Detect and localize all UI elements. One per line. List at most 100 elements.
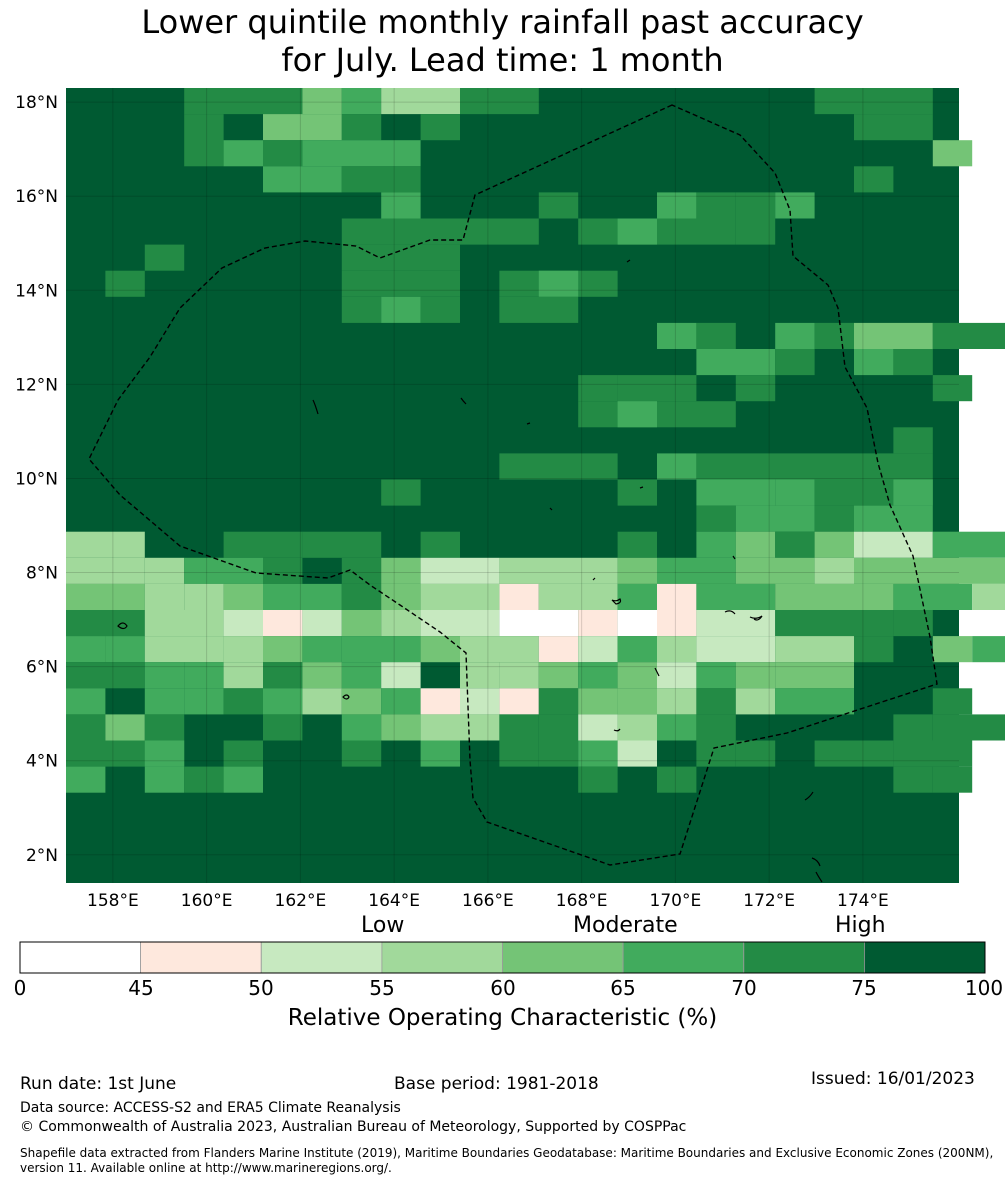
grid-cell [775,531,815,558]
grid-cell [223,140,263,167]
grid-cell [144,583,185,610]
grid-cell [775,636,854,663]
grid-cell [696,479,776,506]
lat-tick-label: 10°N [15,469,58,489]
grid-cell [696,322,736,349]
grid-cell [184,688,224,715]
grid-cell [735,375,776,402]
grid-cell [893,740,973,767]
colorbar-segment [864,941,986,974]
grid-cell [263,531,303,558]
grid-cell [657,766,697,793]
grid-cell [381,192,421,219]
grid-cell [538,688,579,715]
grid-cell [932,140,973,167]
grid-cell [381,479,421,506]
colorbar-frame [19,941,986,974]
grid-cell [657,610,697,637]
grid-cell [184,662,224,689]
grid-cell [144,636,224,663]
grid-cell [263,583,342,610]
map-title-line2: for July. Lead time: 1 month [281,41,724,79]
grid-cell [66,714,106,741]
grid-cell [144,740,185,767]
grid-cell [893,479,933,506]
grid-cell [578,662,618,689]
grid-cell [499,688,539,715]
lon-tick-label: 172°E [743,891,795,911]
grid-cell [184,766,224,793]
grid-cell [302,662,342,689]
grid-cell [144,766,185,793]
grid-cell [66,766,106,793]
grid-cell [144,557,185,584]
colorbar [19,941,986,974]
grid-cell [66,583,145,610]
grid-cell [775,479,815,506]
grid-cell [735,688,776,715]
lat-tick-label: 4°N [26,752,58,772]
level-low: Low [361,913,405,938]
grid-cell [223,583,263,610]
grid-cell [538,192,579,219]
grid-cell [499,557,618,584]
grid-cell [617,531,657,558]
grid-cell [854,322,933,349]
grid-cell [420,610,500,637]
grid-cell [735,192,776,219]
grid-cell [893,610,933,637]
grid-cell [696,349,776,376]
grid-cell [814,505,854,532]
colorbar-segment [622,941,745,974]
grid-cell [657,453,697,480]
grid-cell [578,688,618,715]
grid-cell [538,740,579,767]
grid-cell [223,610,263,637]
map-title-line1: Lower quintile monthly rainfall past acc… [141,3,864,41]
lat-tick-label: 14°N [15,281,58,301]
lat-tick-label: 18°N [15,93,58,113]
run-date: Run date: 1st June [20,1074,177,1094]
grid-cell [66,636,106,663]
grid-cell [696,662,736,689]
grid-cell [302,688,342,715]
lon-tick-label: 164°E [368,891,420,911]
grid-cell [420,688,460,715]
grid-cell [617,714,657,741]
grid-cell [735,662,776,689]
base-period: Base period: 1981-2018 [394,1074,599,1094]
copyright: © Commonwealth of Australia 2023, Austra… [20,1119,687,1135]
grid-cell [578,766,618,793]
grid-cell [144,688,185,715]
grid-cell [696,453,933,480]
lon-tick-label: 166°E [462,891,514,911]
grid-cell [223,740,263,767]
grid-cell [735,505,815,532]
grid-cell [775,322,815,349]
grid-cell [420,636,460,663]
grid-cell [263,662,303,689]
grid-cell [460,636,539,663]
grid-cell [854,531,933,558]
grid-cell [105,714,145,741]
grid-cell [223,662,263,689]
grid-cell [499,296,579,323]
grid-cell [617,583,657,610]
grid-cell [341,714,382,741]
cb-tick-70: 70 [731,976,757,1000]
grid-cell [854,557,1005,584]
accuracy-grid [66,88,1005,883]
lon-tick-label: 162°E [275,891,327,911]
lat-tick-label: 8°N [26,564,58,584]
grid-cell [499,714,539,741]
axis-tick-labels: 18°N 16°N 14°N 12°N 10°N 8°N 6°N 4°N 2°N 158°E 160… [15,93,889,911]
grid-cell [341,296,382,323]
grid-cell [617,662,657,689]
grid-cell [617,375,697,402]
grid-cell [932,688,973,715]
grid-cell [460,688,500,715]
grid-cell [775,583,894,610]
grid-cell [420,296,460,323]
grid-cell [420,557,500,584]
